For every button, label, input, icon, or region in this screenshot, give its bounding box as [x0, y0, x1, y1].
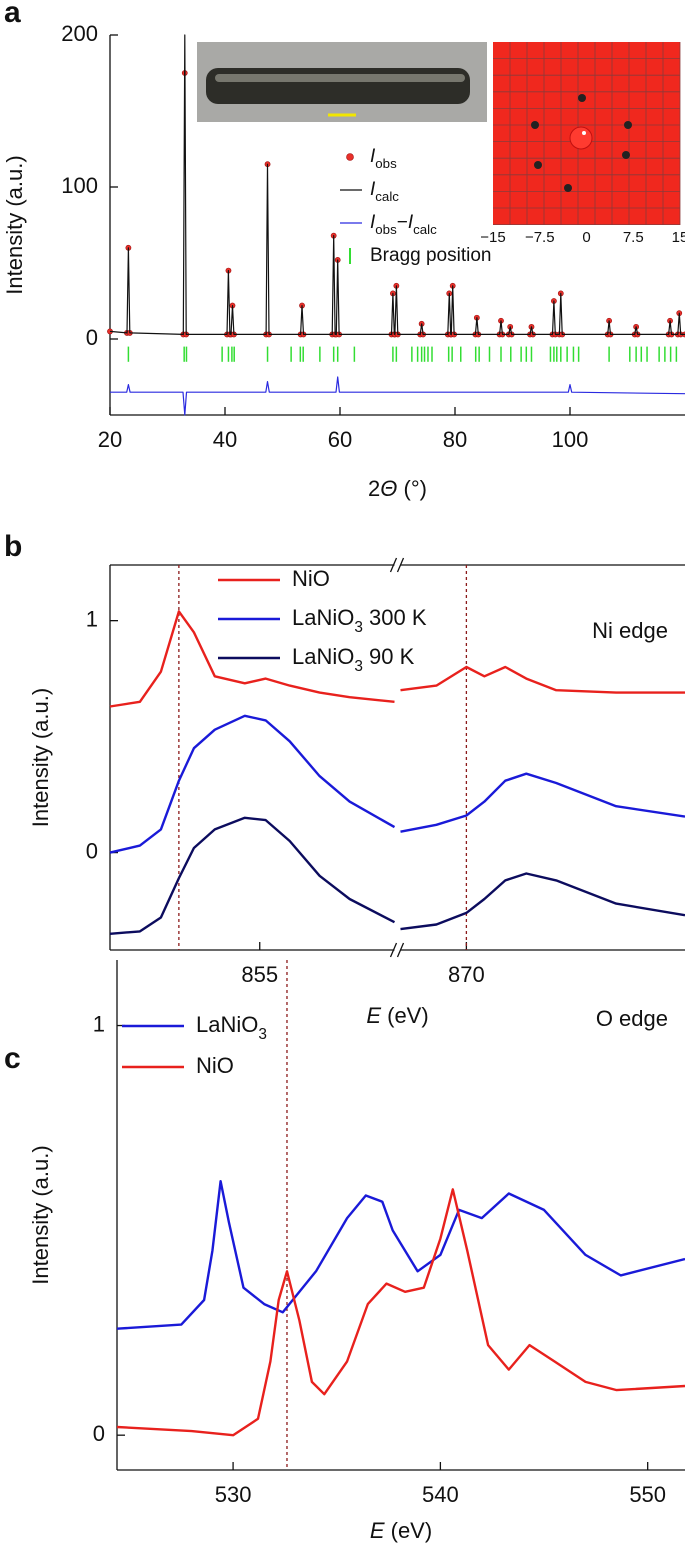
inset-tick-label: 0	[582, 229, 590, 246]
inset-tick-label: 15	[672, 229, 685, 246]
legend-label: NiO	[292, 566, 330, 591]
data-line	[116, 1188, 685, 1437]
x-tick-label: 530	[215, 1482, 252, 1507]
diffraction-spot	[564, 184, 572, 192]
legend-label: Iobs	[370, 146, 397, 171]
photo-inset	[197, 42, 487, 122]
inset-tick-label: 7.5	[623, 229, 644, 246]
y-axis-label: Intensity (a.u.)	[2, 155, 27, 294]
diffraction-spot	[531, 121, 539, 129]
panel-label: a	[4, 0, 21, 29]
panel-label: c	[4, 1042, 21, 1075]
x-axis-label: 2Θ (°)	[368, 476, 427, 501]
legend-label: Iobs−Icalc	[370, 212, 437, 237]
axis-break	[396, 942, 405, 958]
diffraction-inset	[493, 42, 681, 226]
data-line	[110, 376, 685, 416]
legend-label: Bragg position	[370, 245, 491, 266]
legend-label: LaNiO3 300 K	[292, 605, 427, 636]
diffraction-spot	[534, 161, 542, 169]
legend-label: NiO	[196, 1053, 234, 1078]
annotation: Ni edge	[592, 618, 668, 643]
x-tick-label: 80	[443, 427, 467, 452]
x-tick-label: 870	[448, 962, 485, 987]
x-tick-label: 20	[98, 427, 122, 452]
legend-label: LaNiO3 90 K	[292, 644, 415, 675]
data-line	[116, 1180, 685, 1330]
x-tick-label: 60	[328, 427, 352, 452]
beam-center	[582, 131, 586, 135]
data-line	[109, 714, 685, 854]
legend-label: LaNiO3	[196, 1012, 267, 1043]
inset-tick-label: −7.5	[525, 229, 555, 246]
y-axis-label: Intensity (a.u.)	[28, 1145, 53, 1284]
y-tick-label: 1	[93, 1011, 105, 1036]
x-tick-label: 855	[241, 962, 278, 987]
inset-tick-label: −15	[480, 229, 505, 246]
diffraction-spot	[622, 151, 630, 159]
axis-break	[389, 557, 398, 573]
y-tick-label: 200	[61, 21, 98, 46]
beam-stop	[569, 126, 593, 150]
data-line	[109, 610, 685, 708]
crystal	[206, 68, 470, 104]
crystal-highlight	[215, 74, 465, 82]
diffraction-spot	[624, 121, 632, 129]
diffraction-spot	[578, 94, 586, 102]
x-tick-label: 540	[422, 1482, 459, 1507]
y-tick-label: 1	[86, 606, 98, 631]
legend-label: Icalc	[370, 179, 399, 204]
x-axis-label: E (eV)	[366, 1003, 428, 1028]
x-tick-label: 40	[213, 427, 237, 452]
annotation: O edge	[596, 1006, 668, 1031]
x-tick-label: 550	[629, 1482, 666, 1507]
axis-break	[396, 557, 405, 573]
panel-label: b	[4, 530, 22, 563]
y-tick-label: 0	[86, 325, 98, 350]
y-axis-label: Intensity (a.u.)	[28, 688, 53, 827]
y-tick-label: 0	[86, 838, 98, 863]
y-tick-label: 100	[61, 173, 98, 198]
data-line	[109, 816, 685, 935]
y-tick-label: 0	[93, 1421, 105, 1446]
x-tick-label: 100	[552, 427, 589, 452]
legend-marker	[346, 153, 354, 161]
axis-break	[389, 942, 398, 958]
x-axis-label: E (eV)	[370, 1518, 432, 1543]
data-line	[109, 34, 685, 335]
